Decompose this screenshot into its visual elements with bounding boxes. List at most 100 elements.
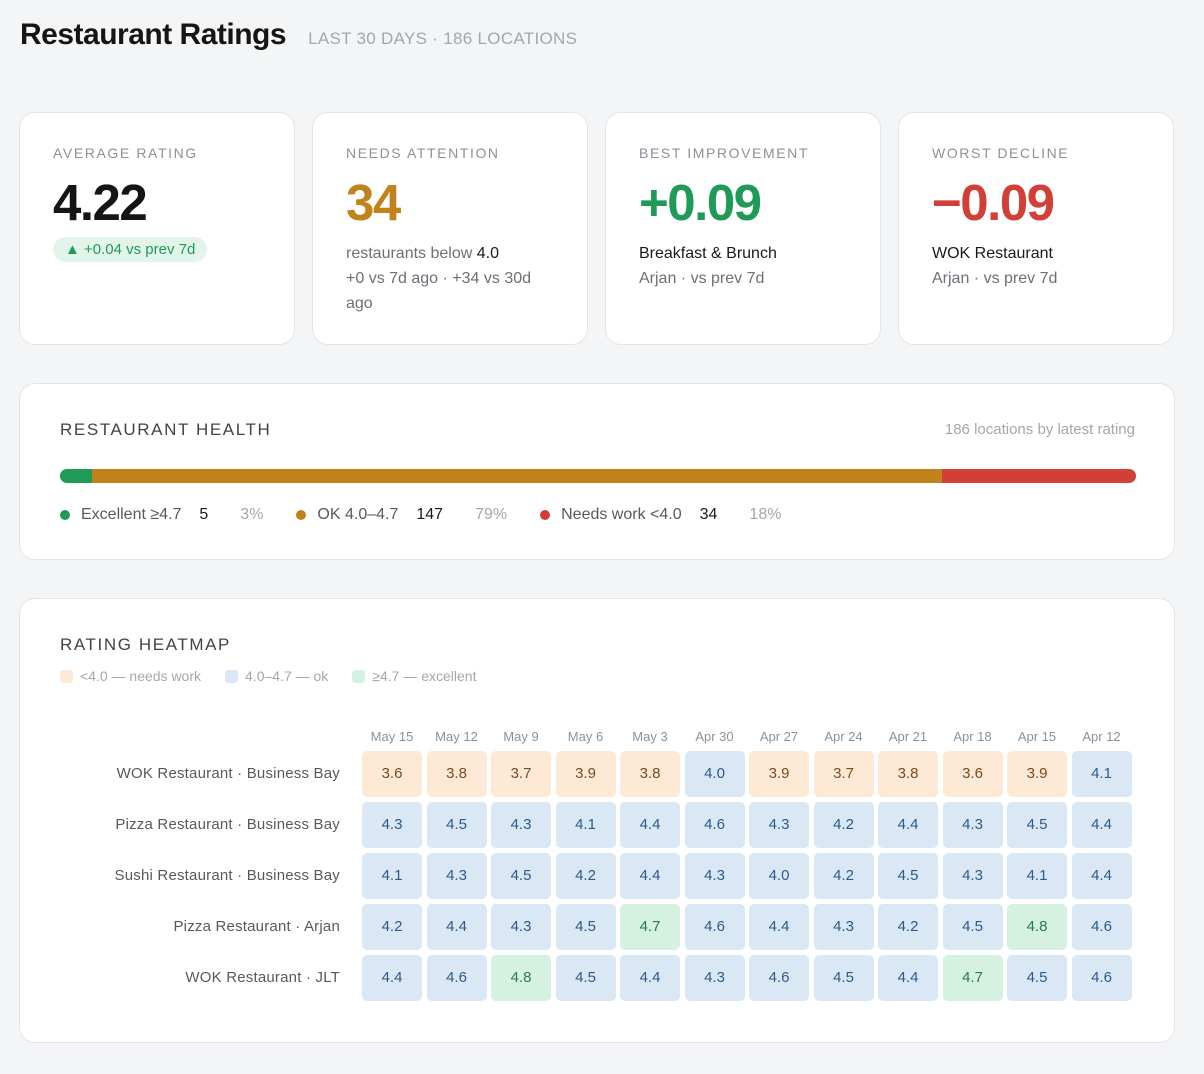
heatmap-cells: 4.2 4.4 4.3 4.5 4.7 4.6 4.4 4.3 4.2 4.5 4.8 4.6 — [362, 904, 1136, 950]
legend-percent: 18% — [749, 506, 782, 523]
heatmap-cells: 4.4 4.6 4.8 4.5 4.4 4.3 4.6 4.5 4.4 4.7 4.5 4.6 — [362, 955, 1136, 1001]
heatmap-cell[interactable]: 4.4 — [878, 955, 938, 1001]
heatmap-cell[interactable]: 4.0 — [749, 853, 809, 899]
kpi-label: WORST DECLINE — [932, 145, 1070, 161]
heatmap-cell[interactable]: 4.1 — [1071, 751, 1132, 797]
heatmap-date-label: Apr 15 — [1017, 729, 1057, 744]
heatmap-cell[interactable]: 4.1 — [362, 853, 422, 899]
heatmap-cell[interactable]: 4.2 — [813, 853, 874, 899]
section-title: RATING HEATMAP — [60, 635, 232, 654]
legend-count: 5 — [199, 506, 209, 523]
heatmap-cell[interactable]: 3.9 — [555, 751, 616, 797]
kpi-restaurant-name: WOK Restaurant — [932, 245, 1053, 262]
kpi-value: 4.22 — [53, 174, 148, 231]
legend-swatch-icon — [60, 669, 73, 683]
heatmap-cell[interactable]: 4.6 — [1071, 955, 1132, 1001]
heatmap-cell[interactable]: 4.0 — [684, 751, 745, 797]
heatmap-row-label: Sushi Restaurant · Business Bay — [114, 867, 340, 884]
heatmap-cell[interactable]: 4.6 — [684, 904, 745, 950]
heatmap-cell[interactable]: 3.7 — [813, 751, 874, 797]
heatmap-cell[interactable]: 4.3 — [684, 853, 745, 899]
kpi-comparison: +0 vs 7d ago · +34 vs 30d ago — [346, 270, 532, 312]
heatmap-cell[interactable]: 4.4 — [426, 904, 487, 950]
heatmap-cell[interactable]: 4.4 — [1071, 853, 1132, 899]
heatmap-cell[interactable]: 3.6 — [362, 751, 422, 797]
heatmap-date-label: Apr 18 — [953, 729, 992, 744]
heatmap-cell[interactable]: 3.8 — [878, 751, 938, 797]
heatmap-cell[interactable]: 4.3 — [813, 904, 874, 950]
legend-percent: 79% — [475, 506, 508, 523]
kpi-description: restaurants below 4.0 — [346, 241, 587, 266]
heatmap-date-label: May 9 — [503, 729, 539, 744]
heatmap-cell[interactable]: 3.8 — [426, 751, 487, 797]
heatmap-cell[interactable]: 4.6 — [426, 955, 487, 1001]
heatmap-cell[interactable]: 4.5 — [555, 904, 616, 950]
trend-badge: ▲ +0.04 vs prev 7d — [53, 237, 208, 262]
heatmap-cell[interactable]: 4.1 — [1007, 853, 1067, 899]
heatmap-cell[interactable]: 4.5 — [942, 904, 1003, 950]
heatmap-cell[interactable]: 4.3 — [684, 955, 745, 1001]
kpi-label: AVERAGE RATING — [53, 145, 198, 161]
heatmap-cell[interactable]: 4.5 — [491, 853, 551, 899]
heatmap-legend-label: 4.0–4.7 — ok — [245, 668, 329, 684]
health-bar-segment — [92, 469, 943, 483]
heatmap-cell[interactable]: 4.5 — [1007, 955, 1067, 1001]
heatmap-cell[interactable]: 4.3 — [491, 904, 551, 950]
kpi-value: +0.09 — [639, 174, 762, 231]
heatmap-row: Sushi Restaurant · Business Bay 4.1 4.3 4.5… — [20, 853, 1132, 899]
kpi-restaurant-sub: Arjan · vs prev 7d — [932, 270, 1058, 287]
heatmap-legend-label: <4.0 — needs work — [80, 668, 202, 684]
heatmap-cell[interactable]: 3.7 — [491, 751, 551, 797]
heatmap-row-label: WOK Restaurant · Business Bay — [116, 765, 340, 782]
health-bar-segment — [942, 469, 1136, 483]
heatmap-row-label: WOK Restaurant · JLT — [185, 969, 340, 986]
heatmap-cell[interactable]: 4.5 — [813, 955, 874, 1001]
heatmap-cell[interactable]: 4.7 — [620, 904, 680, 950]
heatmap-cell[interactable]: 4.2 — [878, 904, 938, 950]
heatmap-cells: 3.6 3.8 3.7 3.9 3.8 4.0 3.9 3.7 3.8 3.6 3.9 4.1 — [362, 751, 1136, 797]
health-legend-item: OK 4.0–4.7 147 79% — [296, 506, 507, 524]
restaurant-health-card: RESTAURANT HEALTH 186 locations by lates… — [19, 383, 1175, 560]
heatmap-cell[interactable]: 4.4 — [620, 955, 680, 1001]
heatmap-cell[interactable]: 4.8 — [1007, 904, 1067, 950]
heatmap-cell[interactable]: 4.2 — [362, 904, 422, 950]
heatmap-cell[interactable]: 4.1 — [555, 802, 616, 848]
heatmap-cell[interactable]: 4.5 — [1007, 802, 1067, 848]
health-legend-item: Needs work <4.0 34 18% — [540, 506, 781, 524]
heatmap-date-label: May 6 — [567, 729, 604, 744]
kpi-card-best-improvement: BEST IMPROVEMENT +0.09 Breakfast & Brunc… — [605, 112, 881, 345]
heatmap-cell[interactable]: 4.5 — [555, 955, 616, 1001]
legend-count: 147 — [416, 506, 444, 523]
kpi-restaurant-name: Breakfast & Brunch — [639, 245, 777, 262]
legend-dot-icon — [540, 510, 551, 520]
heatmap-cell[interactable]: 4.4 — [620, 853, 680, 899]
heatmap-cell[interactable]: 3.8 — [620, 751, 680, 797]
heatmap-cell[interactable]: 4.4 — [1071, 802, 1132, 848]
heatmap-cell[interactable]: 4.3 — [749, 802, 809, 848]
heatmap-cell[interactable]: 4.4 — [362, 955, 422, 1001]
section-title: RESTAURANT HEALTH — [60, 420, 272, 439]
heatmap-cell[interactable]: 3.6 — [942, 751, 1003, 797]
heatmap-cell[interactable]: 4.6 — [1071, 904, 1132, 950]
heatmap-cell[interactable]: 4.7 — [942, 955, 1003, 1001]
heatmap-cell[interactable]: 4.4 — [749, 904, 809, 950]
heatmap-cell[interactable]: 4.3 — [362, 802, 422, 848]
kpi-card-average-rating: AVERAGE RATING 4.22 ▲ +0.04 vs prev 7d — [19, 112, 295, 345]
heatmap-cell[interactable]: 3.9 — [749, 751, 809, 797]
health-bar-segment — [60, 469, 93, 483]
heatmap-date-label: Apr 21 — [888, 729, 928, 744]
heatmap-cell[interactable]: 4.8 — [491, 955, 551, 1001]
heatmap-cell[interactable]: 4.6 — [749, 955, 809, 1001]
heatmap-cell[interactable]: 4.5 — [878, 853, 938, 899]
heatmap-cell[interactable]: 4.3 — [942, 802, 1003, 848]
heatmap-cell[interactable]: 4.3 — [942, 853, 1003, 899]
heatmap-cell[interactable]: 4.2 — [813, 802, 874, 848]
heatmap-cell[interactable]: 3.9 — [1007, 751, 1067, 797]
heatmap-cell[interactable]: 4.2 — [555, 853, 616, 899]
heatmap-cell[interactable]: 4.3 — [426, 853, 487, 899]
heatmap-cell[interactable]: 4.6 — [684, 802, 745, 848]
heatmap-cell[interactable]: 4.4 — [878, 802, 938, 848]
heatmap-cell[interactable]: 4.3 — [491, 802, 551, 848]
heatmap-cell[interactable]: 4.5 — [426, 802, 487, 848]
heatmap-cell[interactable]: 4.4 — [620, 802, 680, 848]
